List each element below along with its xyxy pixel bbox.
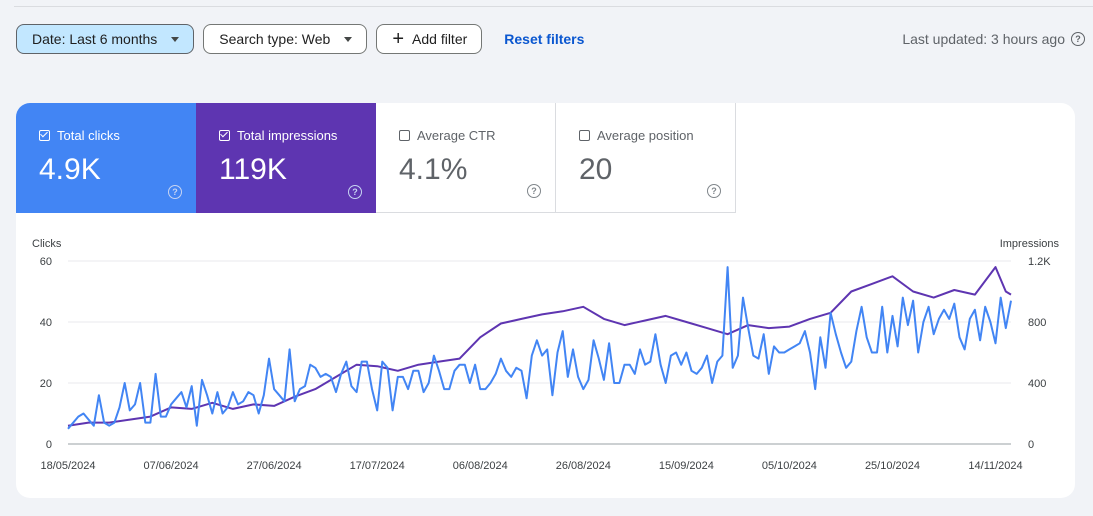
x-tick-label: 18/05/2024 [40, 460, 95, 472]
metric-label-row: Average CTR [399, 128, 496, 143]
metric-label: Average CTR [417, 128, 496, 143]
metric-label: Total clicks [57, 128, 120, 143]
help-icon[interactable]: ? [707, 184, 721, 198]
chevron-down-icon [344, 36, 353, 42]
chevron-down-icon [171, 36, 180, 42]
x-tick-label: 06/08/2024 [453, 460, 508, 472]
y-left-tick-label: 60 [40, 256, 52, 268]
y-right-tick-label: 400 [1028, 378, 1046, 390]
metric-label: Total impressions [237, 128, 338, 143]
x-tick-label: 14/11/2024 [968, 460, 1022, 472]
filter-bar: Date: Last 6 months Search type: Web + A… [16, 23, 584, 55]
y-right-tick-label: 1.2K [1028, 256, 1051, 268]
help-icon[interactable]: ? [527, 184, 541, 198]
help-icon[interactable]: ? [348, 185, 362, 199]
search-type-filter-chip[interactable]: Search type: Web [203, 24, 368, 54]
metric-tile-total-impressions[interactable]: Total impressions 119K ? [196, 103, 376, 213]
metric-label-row: Total clicks [39, 128, 120, 143]
add-filter-button[interactable]: + Add filter [376, 24, 483, 54]
reset-filters-link[interactable]: Reset filters [504, 31, 585, 47]
date-filter-chip[interactable]: Date: Last 6 months [16, 24, 195, 54]
series-line-clicks [67, 266, 1012, 430]
metric-label-row: Average position [579, 128, 694, 143]
top-divider [14, 6, 1093, 7]
metric-tile-average-position[interactable]: Average position 20 ? [556, 103, 736, 213]
metric-value: 4.9K [39, 153, 101, 186]
metric-value: 4.1% [399, 153, 468, 186]
x-tick-label: 25/10/2024 [865, 460, 920, 472]
checkbox-checked-icon[interactable] [39, 130, 50, 141]
series-line-impressions [67, 266, 1012, 427]
x-tick-label: 26/08/2024 [556, 460, 611, 472]
help-icon[interactable]: ? [168, 185, 182, 199]
metric-tiles: Total clicks 4.9K ? Total impressions 11… [16, 103, 736, 213]
date-filter-label: Date: Last 6 months [32, 31, 158, 47]
last-updated-text: Last updated: 3 hours ago [902, 31, 1065, 47]
x-tick-label: 27/06/2024 [247, 460, 302, 472]
search-type-filter-label: Search type: Web [219, 31, 331, 47]
performance-card: Clicks Impressions 0 0 20 400 40 800 60 1.2K 18/… [16, 103, 1075, 498]
metric-value: 20 [579, 153, 613, 186]
metric-label-row: Total impressions [219, 128, 337, 143]
checkbox-unchecked-icon[interactable] [399, 130, 410, 141]
x-tick-label: 05/10/2024 [762, 460, 817, 472]
checkbox-unchecked-icon[interactable] [579, 130, 590, 141]
performance-chart: Clicks Impressions 0 0 20 400 40 800 60 1.2K 18/… [32, 238, 1060, 472]
metric-tile-average-ctr[interactable]: Average CTR 4.1% ? [376, 103, 556, 213]
metric-tile-total-clicks[interactable]: Total clicks 4.9K ? [16, 103, 196, 213]
y-left-tick-label: 20 [40, 378, 52, 390]
y-left-tick-label: 0 [46, 439, 52, 451]
metric-value: 119K [219, 153, 287, 186]
plus-icon: + [392, 28, 405, 50]
last-updated: Last updated: 3 hours ago ? [902, 31, 1085, 47]
x-tick-label: 17/07/2024 [350, 460, 405, 472]
x-tick-label: 15/09/2024 [659, 460, 714, 472]
y-right-tick-label: 0 [1028, 439, 1034, 451]
x-tick-label: 07/06/2024 [144, 460, 199, 472]
checkbox-checked-icon[interactable] [219, 130, 230, 141]
add-filter-label: Add filter [412, 31, 468, 47]
y-left-tick-label: 40 [40, 317, 52, 329]
help-icon[interactable]: ? [1071, 32, 1085, 46]
y-axis-left-title: Clicks [32, 238, 62, 250]
y-right-tick-label: 800 [1028, 317, 1046, 329]
y-axis-right-title: Impressions [1000, 238, 1060, 250]
metric-label: Average position [597, 128, 694, 143]
